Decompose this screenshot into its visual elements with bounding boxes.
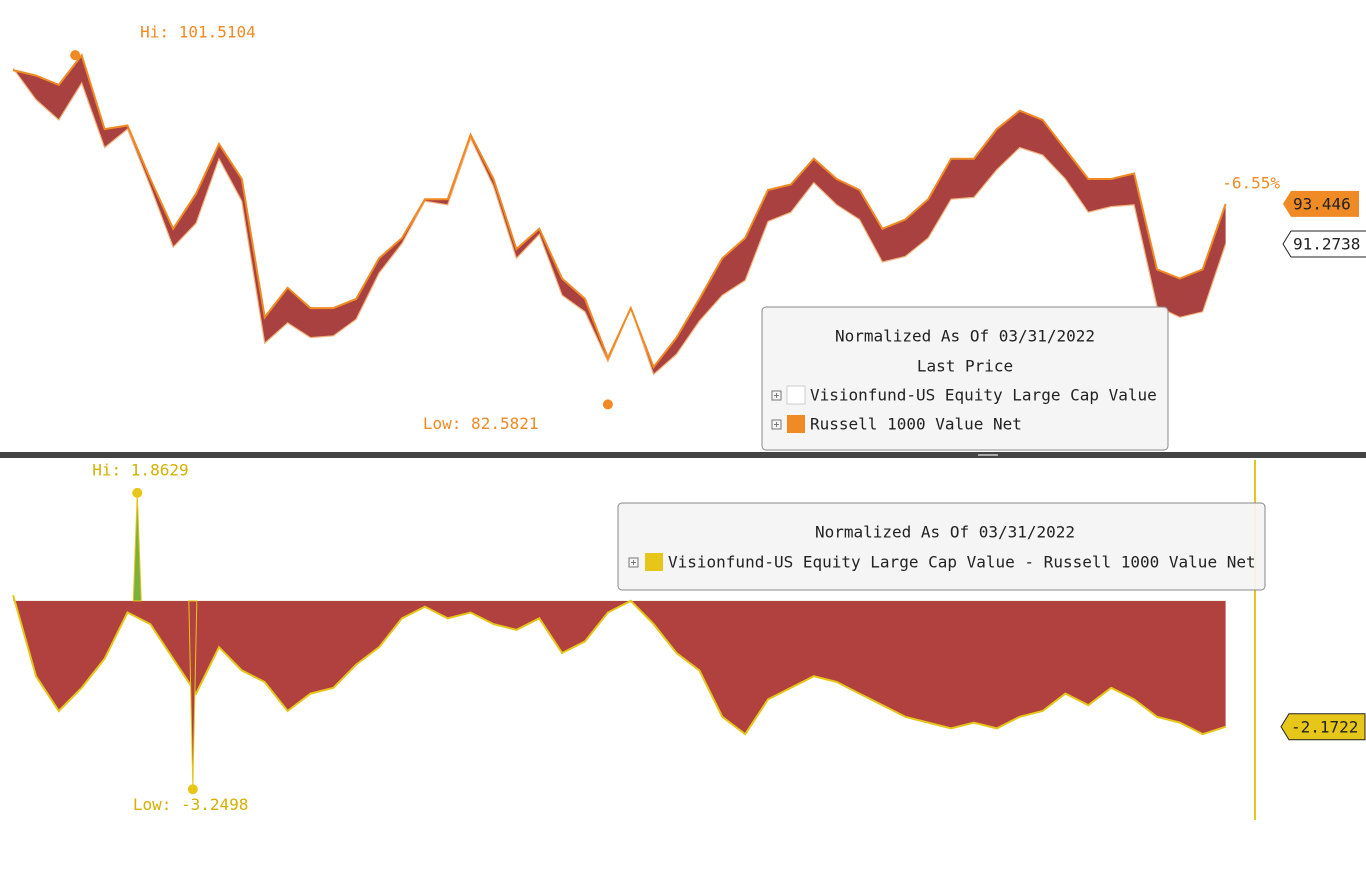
expand-icon [628,557,639,568]
area-negative [13,600,1226,735]
data-layer [12,53,1227,790]
last-value-label: -2.1722 [1291,717,1358,736]
annotation-dot [70,50,81,61]
series-line [12,53,1227,370]
legend-box [761,306,1169,451]
annotation-label: Low: -3.2498 [133,795,249,814]
annotation-dot [132,487,143,498]
panel-divider [0,452,1366,458]
legend-title: Normalized As Of 03/31/2022 [815,523,1075,542]
legend-bottom: Normalized As Of 03/31/2022 Visionfund-U… [617,502,1266,591]
last-value-label: 93.446 [1293,194,1351,213]
legend-top: Normalized As Of 03/31/2022 Last Price V… [761,306,1169,451]
annotation-spike [188,600,198,790]
expand-icon [771,419,782,430]
legend-swatch [645,553,663,571]
legend-subtitle: Last Price [917,357,1013,376]
last-value-label: 91.2738 [1293,235,1360,254]
legend-label: Visionfund-US Equity Large Cap Value [810,386,1157,405]
legend-swatch [786,385,806,405]
change-label: -6.55% [1222,173,1280,192]
last-value-badge [1280,713,1366,741]
overlay-layer: 91.2738 93.446 -6.55% Hi: 101.5104 Low: 82.5… [70,23,1366,814]
annotation-dot [187,784,198,795]
legend-label: Russell 1000 Value Net [810,415,1022,434]
last-value-badge [1282,230,1366,258]
last-value-badge [1283,190,1359,217]
divider-grip [978,454,998,456]
legend-box [617,502,1266,591]
legend-title: Normalized As Of 03/31/2022 [835,327,1095,346]
annotation-label: Low: 82.5821 [423,414,539,433]
legend-label: Visionfund-US Equity Large Cap Value - R… [668,553,1256,572]
series-line [12,594,1226,736]
annotation-label: Hi: 1.8629 [92,460,188,479]
annotation-spike [132,492,142,602]
annotation-label: Hi: 101.5104 [140,23,256,42]
legend-swatch [787,415,805,433]
annotation-dot [602,399,613,410]
expand-icon [771,390,782,401]
